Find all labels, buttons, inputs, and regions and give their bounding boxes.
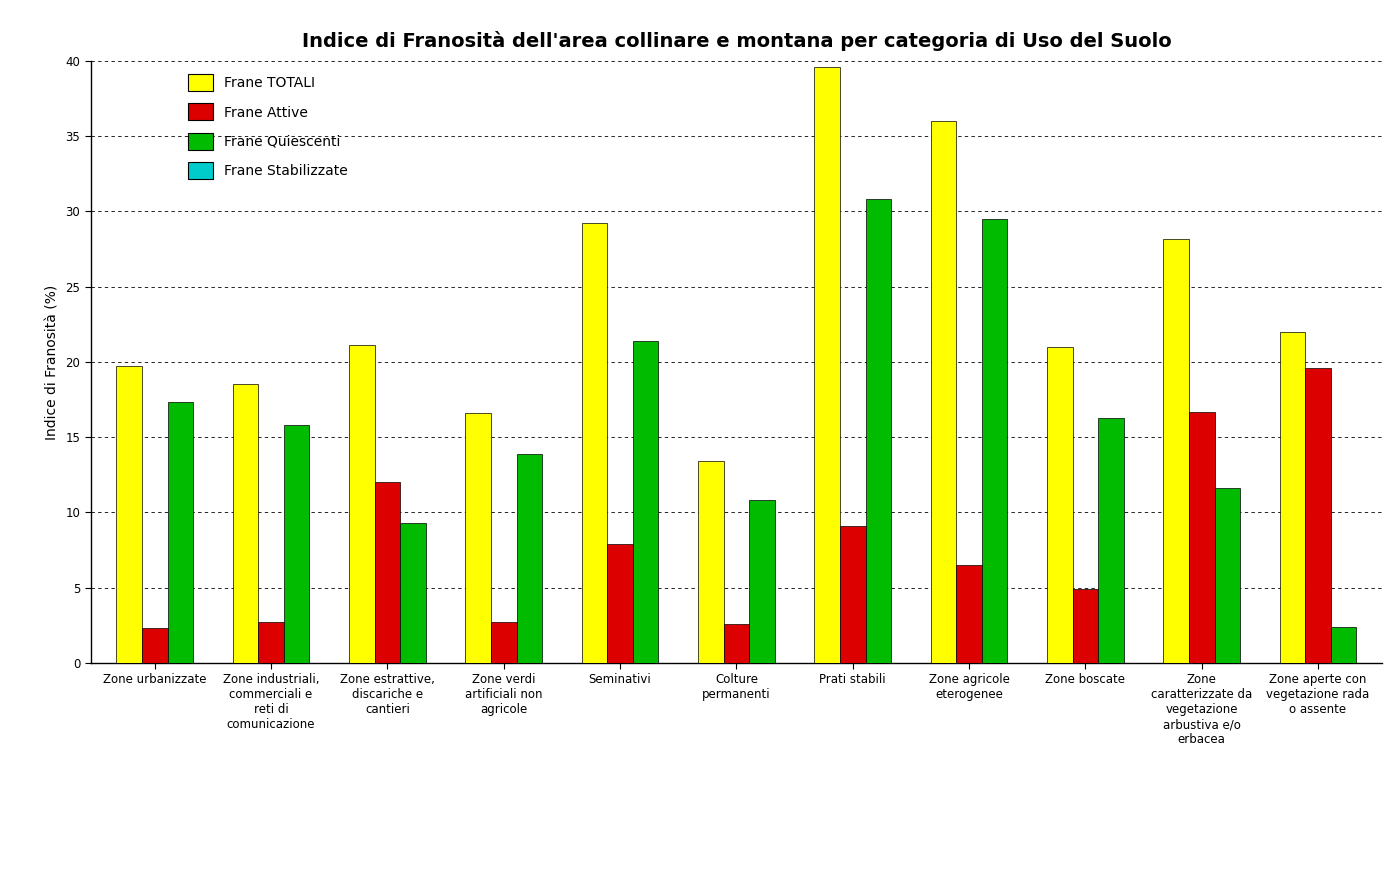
Bar: [491, 622, 517, 663]
Bar: [517, 453, 542, 663]
Bar: [1280, 332, 1305, 663]
Bar: [233, 385, 258, 663]
Bar: [1072, 589, 1099, 663]
Bar: [723, 623, 750, 663]
Bar: [1330, 627, 1357, 663]
Y-axis label: Indice di Franosità (%): Indice di Franosità (%): [46, 284, 60, 439]
Title: Indice di Franosità dell'area collinare e montana per categoria di Uso del Suolo: Indice di Franosità dell'area collinare …: [302, 31, 1171, 51]
Bar: [931, 121, 956, 663]
Bar: [840, 526, 866, 663]
Bar: [168, 403, 193, 663]
Bar: [1047, 347, 1072, 663]
Bar: [1099, 418, 1124, 663]
Bar: [1163, 239, 1189, 663]
Bar: [142, 628, 168, 663]
Bar: [582, 223, 607, 663]
Bar: [258, 622, 283, 663]
Bar: [116, 366, 142, 663]
Bar: [632, 341, 659, 663]
Bar: [750, 501, 775, 663]
Bar: [374, 482, 401, 663]
Bar: [866, 200, 891, 663]
Bar: [607, 544, 632, 663]
Bar: [1215, 488, 1240, 663]
Bar: [465, 413, 491, 663]
Bar: [814, 67, 840, 663]
Bar: [1305, 368, 1330, 663]
Bar: [698, 461, 723, 663]
Bar: [349, 345, 374, 663]
Bar: [956, 565, 981, 663]
Bar: [401, 523, 426, 663]
Bar: [981, 219, 1008, 663]
Legend: Frane TOTALI, Frane Attive, Frane Quiescenti, Frane Stabilizzate: Frane TOTALI, Frane Attive, Frane Quiesc…: [188, 74, 348, 180]
Bar: [1189, 412, 1215, 663]
Bar: [283, 425, 310, 663]
